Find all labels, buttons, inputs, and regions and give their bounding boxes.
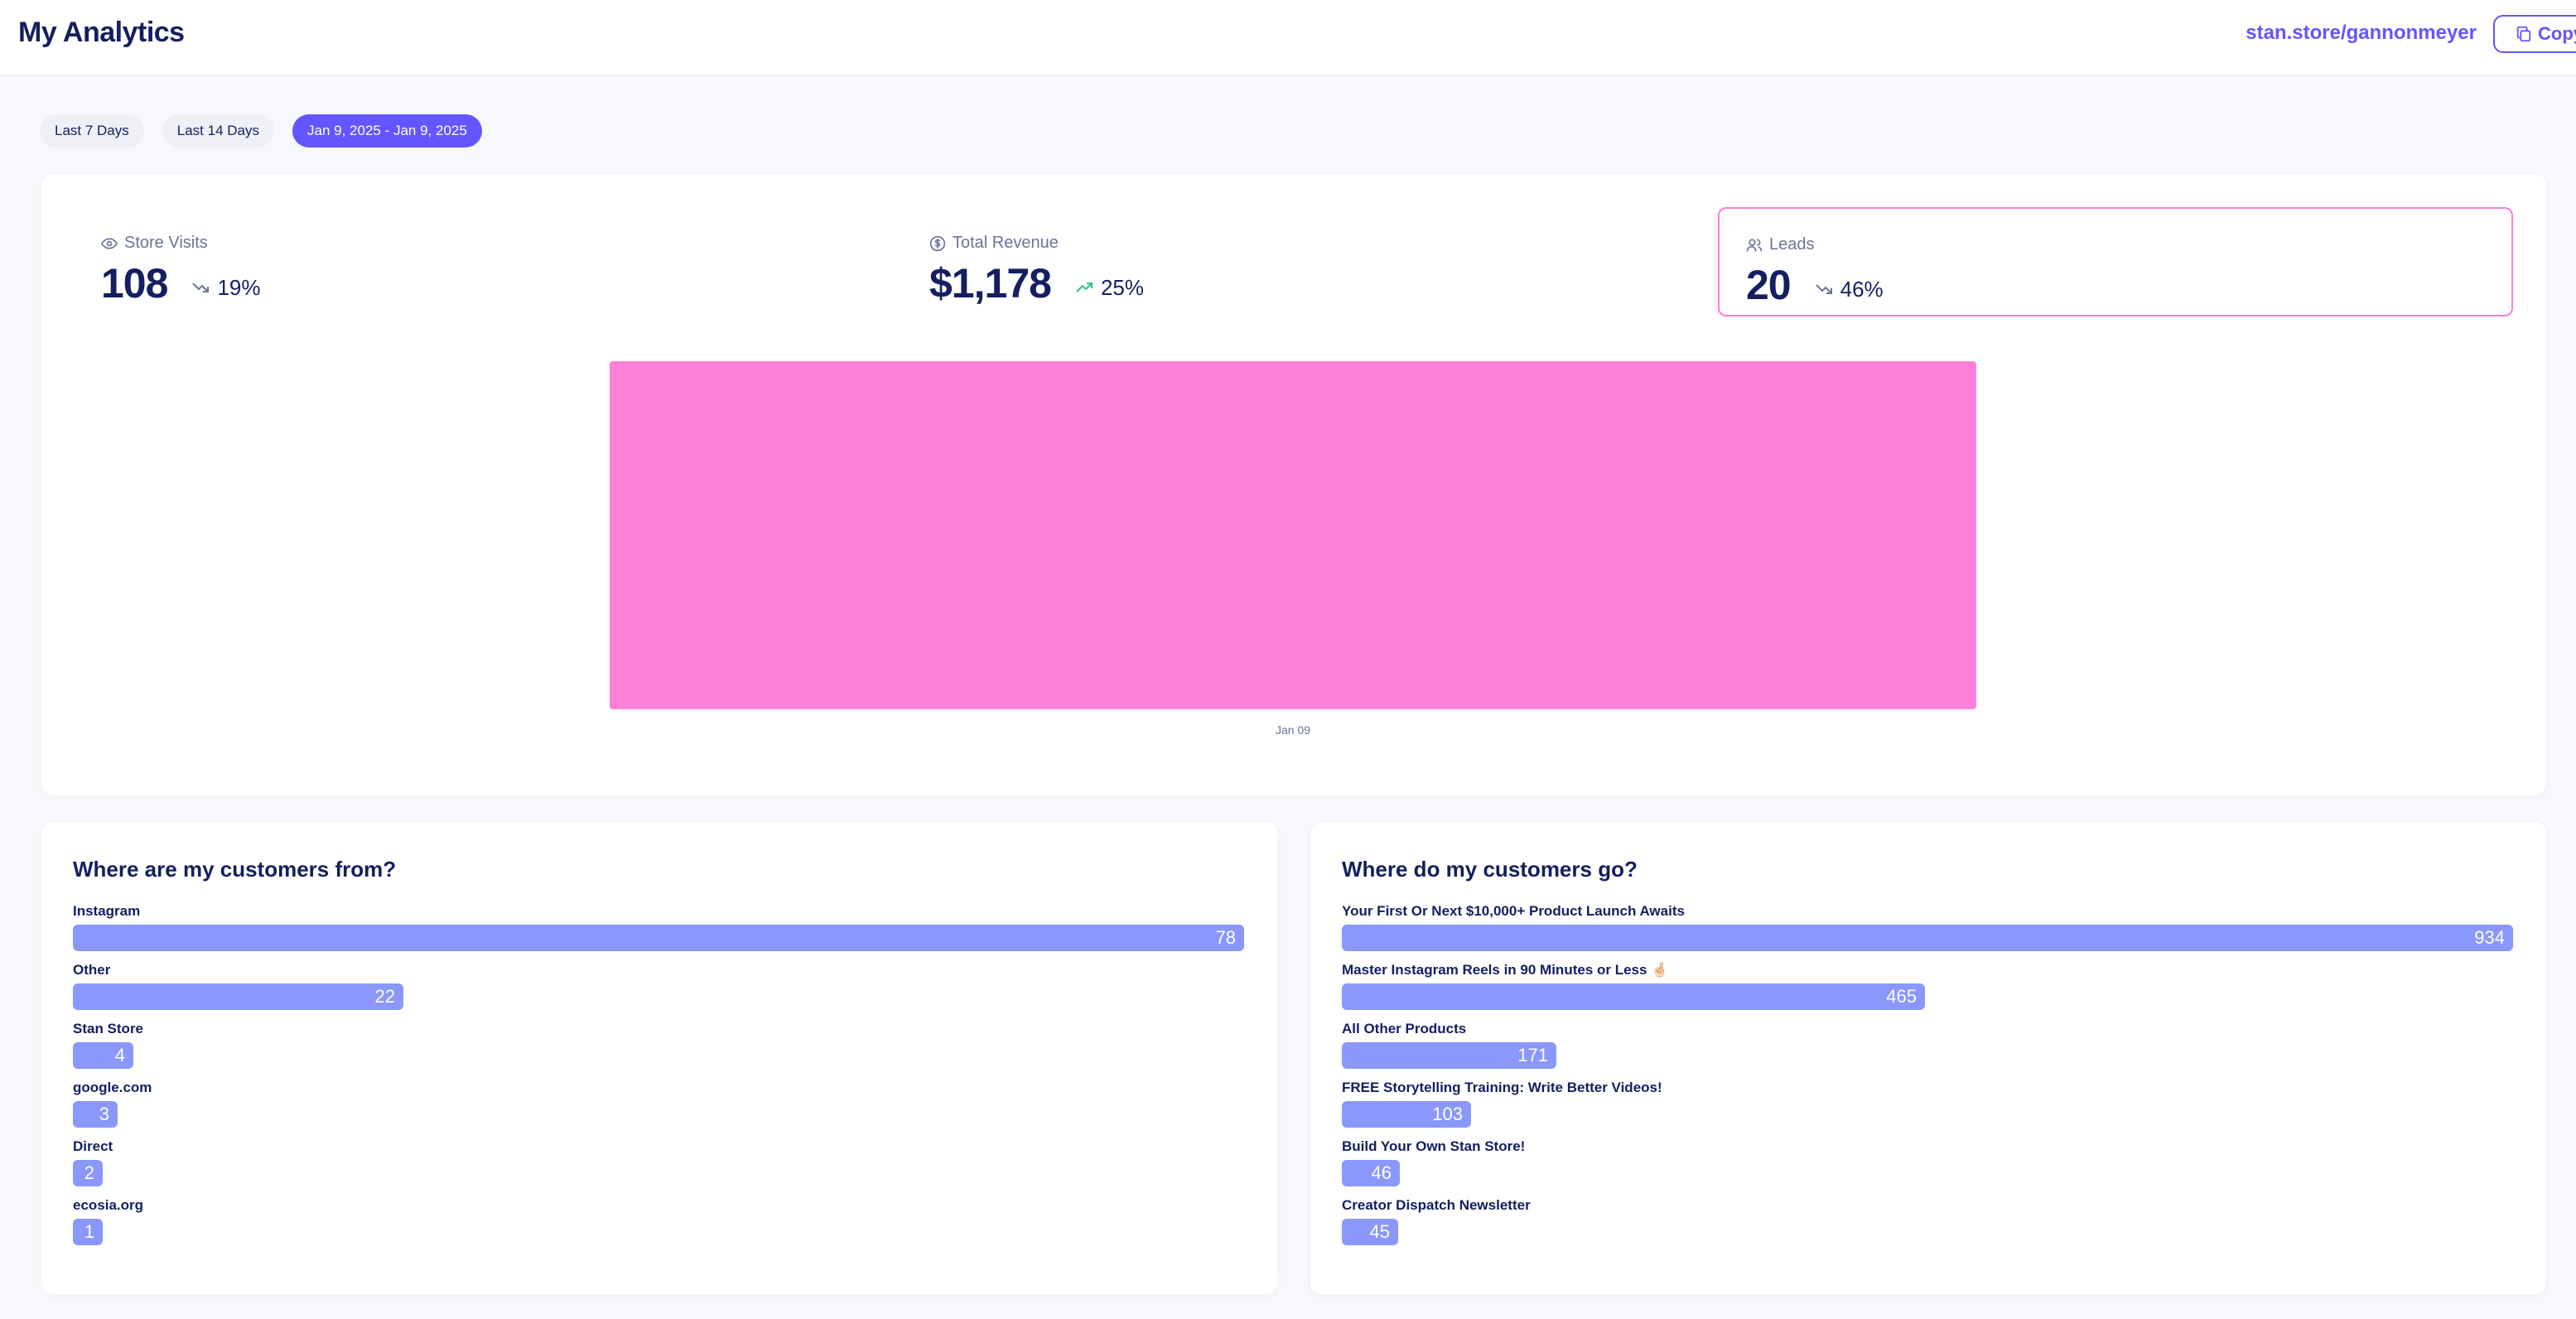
sources-row: google.com 3 <box>73 1080 1244 1138</box>
stat-value: 20 <box>1746 262 1792 308</box>
destinations-row: All Other Products 171 <box>1342 1021 2513 1080</box>
destinations-bar: 45 <box>1342 1219 1398 1245</box>
trend-down-icon <box>1815 284 1832 294</box>
sources-bar-track: 78 <box>73 925 1244 951</box>
destinations-row: Master Instagram Reels in 90 Minutes or … <box>1342 962 2513 1021</box>
destinations-bar-track: 46 <box>1342 1160 2513 1186</box>
chart-bar[interactable] <box>610 361 1976 709</box>
destinations-row: FREE Storytelling Training: Write Better… <box>1342 1080 2513 1138</box>
sources-label: google.com <box>73 1080 152 1095</box>
copy-icon <box>2516 26 2531 42</box>
date-range-selector: Last 7 Days Last 14 Days Jan 9, 2025 - J… <box>40 114 482 147</box>
sources-bar-track: 22 <box>73 983 1244 1010</box>
destinations-label: All Other Products <box>1342 1021 1467 1036</box>
sources-bar-track: 3 <box>73 1101 1244 1128</box>
stat-label: Leads <box>1769 235 1815 254</box>
store-link[interactable]: stan.store/gannonmeyer <box>2246 22 2477 44</box>
stat-value: 108 <box>101 260 168 307</box>
destinations-bar: 103 <box>1342 1101 1471 1128</box>
stat-label-row: Leads <box>1746 235 2511 254</box>
sources-row: Other 22 <box>73 962 1244 1021</box>
sources-bar-track: 1 <box>73 1219 1244 1245</box>
destinations-label: FREE Storytelling Training: Write Better… <box>1342 1080 1662 1095</box>
stat-change: 46% <box>1814 277 1884 302</box>
destinations-row: Your First Or Next $10,000+ Product Laun… <box>1342 903 2513 962</box>
sources-label: Direct <box>73 1138 113 1154</box>
sources-list: Instagram 78 Other 22 Stan Store 4 google.com 3… <box>73 903 1244 1256</box>
range-custom[interactable]: Jan 9, 2025 - Jan 9, 2025 <box>292 114 482 147</box>
leads-chart: Jan 09 <box>610 361 1976 737</box>
destinations-bar: 934 <box>1342 925 2513 951</box>
stat-change-value: 25% <box>1100 274 1144 300</box>
x-tick-label: Jan 09 <box>1276 723 1310 737</box>
stat-label-row: Store Visits <box>101 234 870 253</box>
sources-row: Instagram 78 <box>73 903 1244 962</box>
range-last-7-days[interactable]: Last 7 Days <box>40 114 144 147</box>
stat-label: Total Revenue <box>953 234 1059 252</box>
sources-label: Stan Store <box>73 1021 144 1036</box>
destinations-row: Creator Dispatch Newsletter 45 <box>1342 1197 2513 1256</box>
sources-bar: 4 <box>73 1042 133 1069</box>
sources-label: Instagram <box>73 903 141 919</box>
destinations-bar-track: 934 <box>1342 925 2513 951</box>
stat-change: 19% <box>191 275 260 301</box>
stat-value-row: $1,178 25% <box>929 259 1698 307</box>
page-title: My Analytics <box>18 17 185 48</box>
sources-label: Other <box>73 962 111 978</box>
stat-label: Store Visits <box>124 234 208 252</box>
stat-store-visits[interactable]: Store Visits 108 19% <box>75 207 870 316</box>
top-header: My Analytics stan.store/gannonmeyer Copy <box>0 0 2576 76</box>
stats-card: Jan 09 Store Visits 108 19% Total Revenu… <box>41 174 2546 795</box>
destinations-bar-track: 465 <box>1342 983 2513 1010</box>
stat-value-row: 20 46% <box>1746 261 2511 309</box>
stat-value-row: 108 19% <box>101 259 870 307</box>
destinations-label: Your First Or Next $10,000+ Product Laun… <box>1342 903 1685 919</box>
sources-label: ecosia.org <box>73 1197 144 1213</box>
copy-link-button[interactable]: Copy <box>2493 15 2576 53</box>
trend-up-icon <box>1076 283 1093 292</box>
destinations-list: Your First Or Next $10,000+ Product Laun… <box>1342 903 2513 1256</box>
range-last-14-days[interactable]: Last 14 Days <box>162 114 274 147</box>
destinations-label: Build Your Own Stan Store! <box>1342 1138 1526 1154</box>
stat-label-row: Total Revenue <box>929 234 1698 253</box>
stat-change: 25% <box>1074 275 1144 301</box>
stat-leads[interactable]: Leads 20 46% <box>1718 207 2513 316</box>
stat-change-value: 46% <box>1840 276 1884 302</box>
sources-row: Stan Store 4 <box>73 1021 1244 1080</box>
destinations-bar: 46 <box>1342 1160 1400 1186</box>
sources-bar: 78 <box>73 925 1244 951</box>
destinations-row: Build Your Own Stan Store! 46 <box>1342 1138 2513 1197</box>
destinations-bar: 465 <box>1342 983 1925 1010</box>
sources-bar: 2 <box>73 1160 103 1186</box>
destinations-bar: 171 <box>1342 1042 1556 1069</box>
sources-row: ecosia.org 1 <box>73 1197 1244 1256</box>
sources-bar-track: 2 <box>73 1160 1244 1186</box>
destinations-bar-track: 171 <box>1342 1042 2513 1069</box>
sources-panel: Where are my customers from? Instagram 78… <box>41 822 1277 1294</box>
users-icon <box>1746 239 1763 251</box>
stat-value: $1,178 <box>929 260 1052 307</box>
destinations-panel: Where do my customers go? Your First Or … <box>1310 822 2546 1294</box>
sources-bar: 22 <box>73 983 403 1010</box>
dollar-circle-icon <box>929 235 946 251</box>
sources-bar-track: 4 <box>73 1042 1244 1069</box>
destinations-label: Master Instagram Reels in 90 Minutes or … <box>1342 962 1669 978</box>
destinations-bar-track: 45 <box>1342 1219 2513 1245</box>
sources-row: Direct 2 <box>73 1138 1244 1197</box>
copy-button-label: Copy <box>2538 23 2576 44</box>
destinations-label: Creator Dispatch Newsletter <box>1342 1197 1531 1213</box>
trend-down-icon <box>192 283 210 292</box>
sources-title: Where are my customers from? <box>73 857 397 882</box>
destinations-bar-track: 103 <box>1342 1101 2513 1128</box>
stat-total-revenue[interactable]: Total Revenue $1,178 25% <box>903 207 1698 316</box>
sources-bar: 1 <box>73 1219 103 1245</box>
destinations-title: Where do my customers go? <box>1342 857 1638 882</box>
stat-change-value: 19% <box>217 274 261 300</box>
sources-bar: 3 <box>73 1101 118 1128</box>
eye-icon <box>101 237 118 249</box>
